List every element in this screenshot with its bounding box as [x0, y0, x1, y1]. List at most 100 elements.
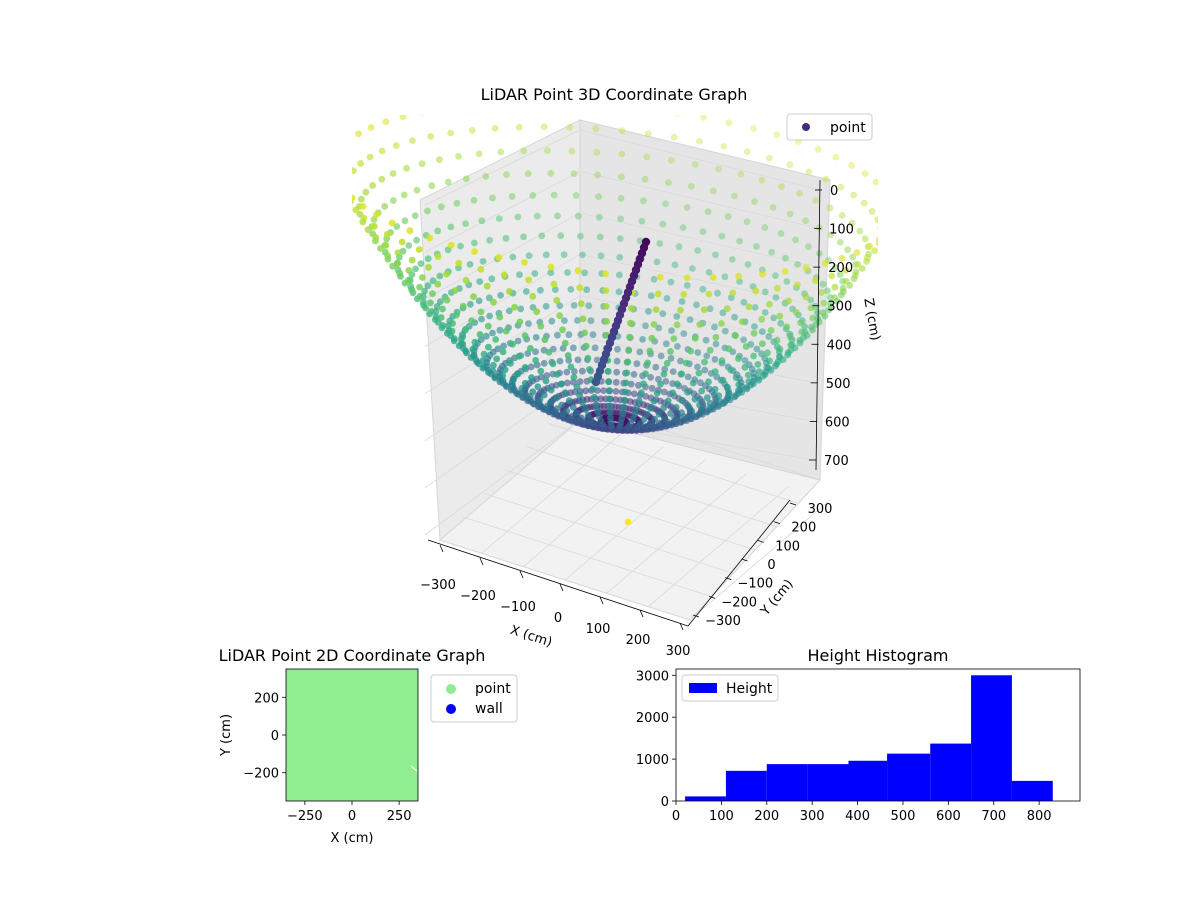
cloud-point — [418, 160, 426, 168]
cloud-point — [574, 356, 582, 364]
cloud-point — [509, 253, 517, 261]
cloud-point — [673, 321, 681, 329]
cloud-point — [625, 346, 633, 354]
cloud-point — [440, 105, 447, 112]
cloud-point — [540, 360, 548, 367]
scatter-xtick-label: 0 — [348, 809, 356, 824]
cloud-point — [848, 161, 855, 169]
cloud-point — [482, 332, 490, 340]
cloud-point — [622, 379, 630, 387]
cloud-point — [579, 399, 586, 407]
cloud-point — [783, 278, 791, 285]
cloud-point — [736, 237, 744, 245]
cloud-point — [741, 363, 749, 371]
cloud-point — [452, 311, 460, 319]
cloud-point — [545, 348, 553, 356]
x3d-tick-label: 0 — [554, 611, 562, 626]
cloud-point — [849, 253, 856, 261]
cloud-point — [684, 403, 692, 410]
cloud-point — [735, 355, 742, 362]
cloud-point — [860, 199, 868, 207]
cloud-point — [623, 369, 631, 377]
cloud-point — [425, 263, 432, 271]
x3d-grid-line — [648, 486, 789, 607]
cloud-point — [761, 224, 769, 231]
cloud-point — [866, 242, 873, 250]
cloud-point — [570, 170, 578, 178]
cloud-point — [515, 123, 523, 131]
cloud-point — [579, 315, 587, 323]
cloud-point — [600, 387, 607, 394]
cloud-point — [439, 322, 447, 329]
cloud-point — [751, 304, 759, 311]
cloud-point — [725, 119, 733, 127]
cloud-point — [501, 366, 509, 374]
cloud-point — [678, 298, 686, 305]
cloud-point — [595, 193, 602, 201]
z3d-grid-line-left — [424, 171, 581, 253]
legend-2d-marker-point — [446, 684, 456, 694]
cloud-point — [725, 345, 733, 353]
cloud-point — [331, 160, 338, 167]
cloud-point — [697, 379, 704, 387]
cloud-point — [765, 364, 772, 372]
chart-3d: LiDAR Point 3D Coordinate Graph −300 −200… — [331, 85, 883, 659]
histogram-bar-6 — [930, 743, 972, 801]
cloud-point — [642, 370, 649, 378]
cloud-point — [405, 276, 412, 284]
cloud-point — [437, 203, 445, 211]
cloud-point — [694, 349, 702, 356]
z-axis-label-3d: Z (cm) — [860, 297, 882, 342]
scatter-ytick-label: 200 — [254, 691, 279, 706]
cloud-point — [434, 253, 442, 260]
cloud-point — [434, 280, 442, 288]
y3d-grid-line — [504, 469, 756, 551]
cloud-point — [525, 276, 532, 284]
cloud-point — [553, 394, 560, 402]
x3d-grid-line — [439, 419, 581, 541]
cloud-point — [489, 367, 497, 375]
cloud-point — [459, 340, 467, 348]
cloud-point — [344, 190, 351, 197]
z3d-grid-line — [579, 295, 817, 345]
cloud-point — [655, 419, 663, 427]
y-axis-line — [687, 499, 791, 627]
legend-hist-swatch — [689, 683, 717, 693]
cloud-point — [728, 256, 736, 263]
cloud-point — [364, 226, 372, 234]
cloud-point — [400, 191, 408, 199]
cloud-point — [777, 319, 785, 327]
cloud-point — [493, 355, 501, 363]
cloud-point — [532, 334, 540, 341]
cloud-point — [712, 340, 720, 348]
cloud-point — [662, 200, 669, 208]
y3d-grid-line — [461, 516, 712, 598]
cloud-point — [766, 357, 773, 365]
cloud-point — [482, 173, 490, 180]
cloud-point — [533, 308, 541, 316]
cloud-point — [399, 115, 407, 121]
z3d-tick-label: 300 — [827, 300, 852, 315]
cloud-point — [382, 241, 390, 249]
cloud-point — [577, 300, 585, 308]
cloud-point — [842, 266, 850, 274]
cloud-point — [821, 259, 829, 267]
cloud-point — [554, 212, 561, 220]
cloud-point — [803, 332, 811, 339]
cloud-point — [393, 223, 401, 230]
cloud-point — [618, 127, 626, 135]
cloud-point — [718, 232, 726, 240]
x3d-tick-label: 200 — [626, 633, 651, 648]
cloud-point — [615, 288, 623, 296]
cloud-point — [587, 317, 595, 325]
cloud-point — [520, 233, 527, 241]
cloud-point — [521, 259, 528, 266]
cloud-point — [856, 227, 864, 235]
cloud-point — [509, 340, 516, 348]
cloud-point — [581, 269, 588, 277]
cloud-point — [669, 368, 677, 375]
legend-3d-marker — [802, 123, 810, 131]
cloud-point — [591, 393, 598, 401]
cloud-point — [412, 265, 419, 273]
cloud-point — [735, 381, 743, 388]
